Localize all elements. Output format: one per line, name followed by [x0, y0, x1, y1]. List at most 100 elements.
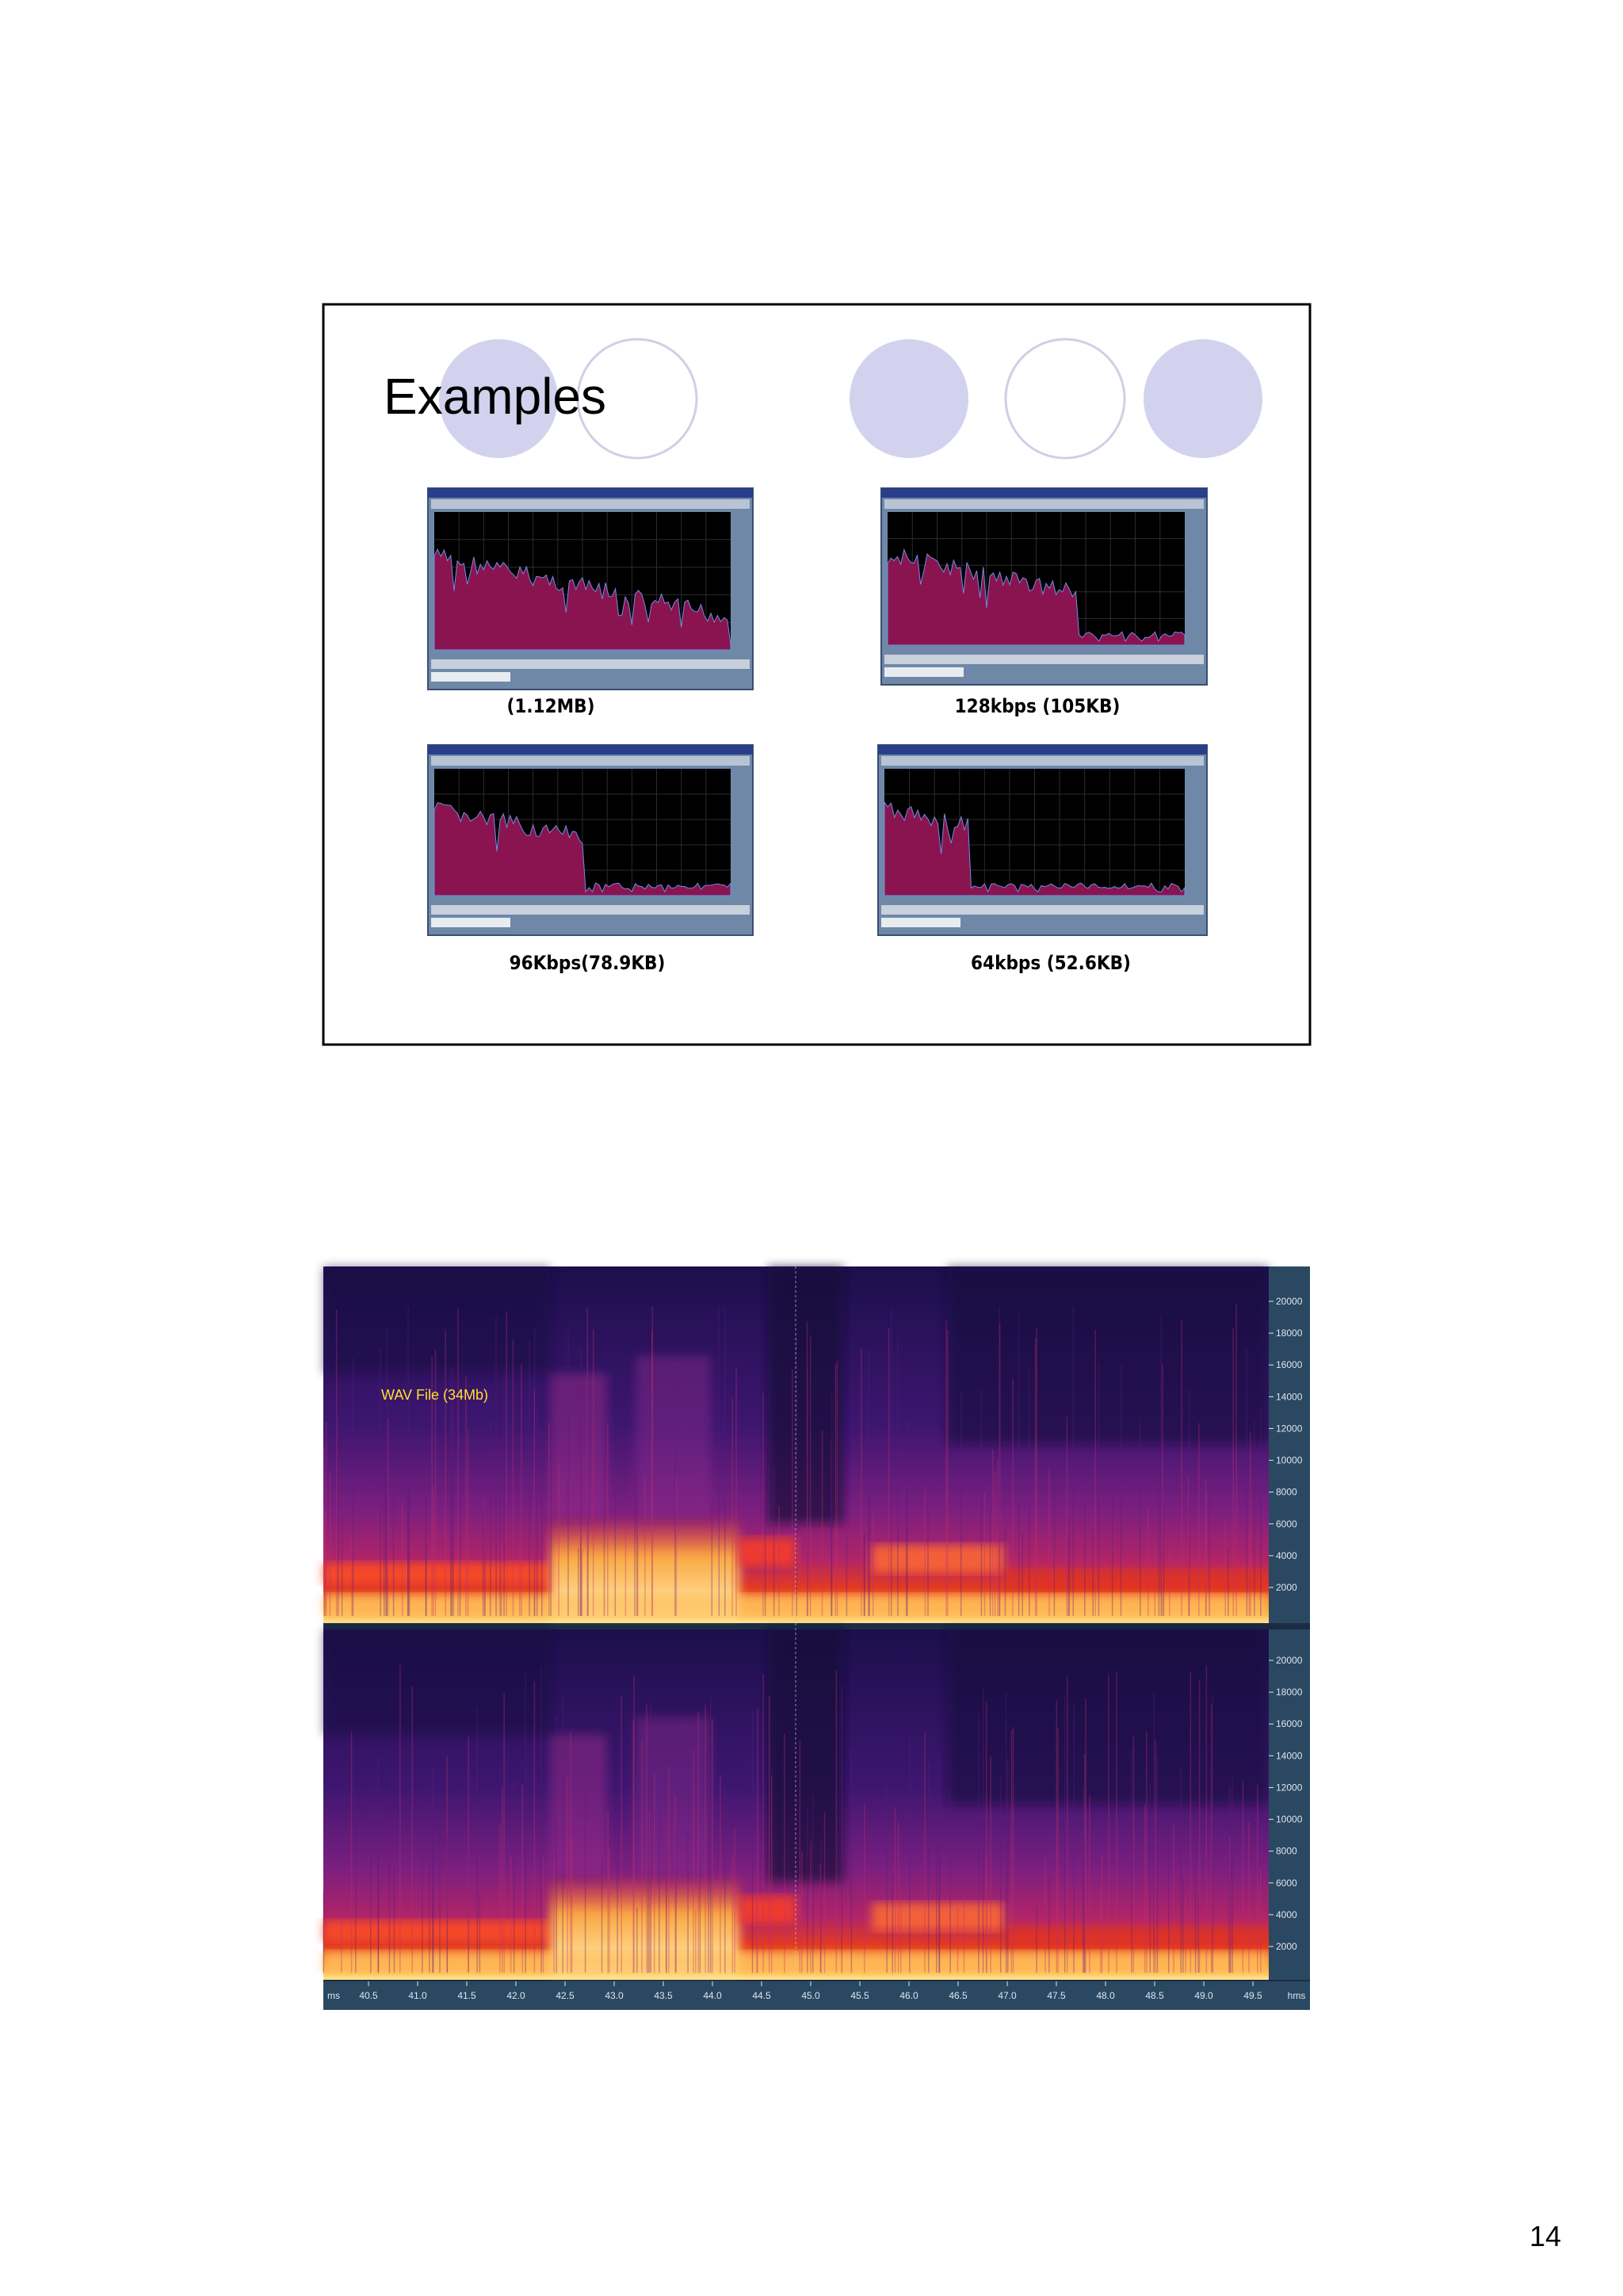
decor-circle	[576, 338, 698, 460]
frequency-tick-label: 8000	[1276, 1487, 1297, 1498]
caption: 64kbps (52.6KB)	[971, 952, 1131, 974]
frequency-tick-label: 14000	[1276, 1391, 1303, 1402]
time-tick-label: 48.5	[1145, 1990, 1164, 2001]
spectrum	[884, 800, 1186, 896]
slide-title: Examples	[384, 368, 606, 425]
analyzer-screenshot: (1.12MB)	[427, 487, 754, 717]
decor-circle	[1004, 338, 1126, 460]
title-bar	[428, 488, 753, 498]
time-tick-label: 44.5	[752, 1990, 771, 2001]
page-number: 14	[1529, 2220, 1561, 2252]
frequency-tick-label: 20000	[1276, 1296, 1303, 1307]
time-tick-label: 46.5	[949, 1990, 968, 2001]
time-tick-label: 49.0	[1194, 1990, 1213, 2001]
time-tick-label: 48.0	[1096, 1990, 1115, 2001]
toolbar	[884, 499, 1204, 509]
energy-region	[323, 1562, 551, 1584]
frequency-tick-label: 8000	[1276, 1846, 1297, 1857]
status-bar	[431, 659, 750, 669]
energy-region	[550, 1734, 607, 1875]
energy-region	[635, 1717, 712, 1875]
frequency-tick-label: 2000	[1276, 1941, 1297, 1952]
caption: (1.12MB)	[507, 695, 595, 717]
energy-region	[739, 1895, 796, 1924]
toolbar	[881, 756, 1204, 766]
frequency-tick-label: 18000	[1276, 1687, 1303, 1698]
time-tick-label: 46.0	[899, 1990, 918, 2001]
frequency-tick-label: 20000	[1276, 1655, 1303, 1666]
energy-region	[550, 1373, 607, 1516]
energy-region	[871, 1545, 1004, 1573]
frequency-tick-label: 10000	[1276, 1814, 1303, 1825]
time-tick-label: 41.5	[457, 1990, 476, 2001]
combo	[881, 918, 960, 927]
time-tick-label: 49.5	[1243, 1990, 1262, 2001]
time-axis	[323, 1981, 1310, 2010]
time-tick-label: 42.5	[556, 1990, 575, 2001]
spectrogram-label: WAV File (34Mb)	[381, 1387, 488, 1403]
time-tick-label: 44.0	[703, 1990, 722, 2001]
energy-region	[323, 1920, 551, 1942]
channel: 20000 18000 16000 14000 12000 10000 8000 6000 40…	[323, 1266, 1310, 1623]
panels: (1.12MB) 128kbps (105KB) 96Kbps(78.9KB) 64k…	[427, 487, 1208, 974]
toolbar	[431, 499, 750, 509]
analyzer-screenshot: 96Kbps(78.9KB)	[427, 744, 754, 974]
frequency-tick-label: 6000	[1276, 1878, 1297, 1889]
spectrogram: 20000 18000 16000 14000 12000 10000 8000 6000 40…	[323, 1266, 1310, 2010]
time-tick-label: 45.0	[801, 1990, 820, 2001]
time-tick-label: 43.5	[654, 1990, 673, 2001]
time-unit: hms	[1288, 1990, 1306, 2001]
frequency-tick-label: 16000	[1276, 1359, 1303, 1370]
frequency-tick-label: 2000	[1276, 1582, 1297, 1593]
combo	[884, 667, 964, 677]
caption: 96Kbps(78.9KB)	[510, 952, 666, 974]
spectrum	[433, 548, 731, 651]
axis-panel	[1269, 1266, 1310, 1623]
axis-panel	[1269, 1629, 1310, 1980]
frequency-tick-label: 18000	[1276, 1328, 1303, 1339]
status-bar	[881, 905, 1204, 915]
energy-region	[323, 1266, 551, 1373]
frequency-tick-label: 16000	[1276, 1718, 1303, 1729]
combo	[431, 672, 510, 682]
time-tick-label: 42.0	[506, 1990, 525, 2001]
energy-region	[767, 1629, 844, 1882]
time-tick-label: 47.5	[1047, 1990, 1066, 2001]
status-bar	[884, 655, 1204, 664]
time-tick-label: 45.5	[850, 1990, 869, 2001]
energy-region	[1003, 1927, 1269, 1949]
spectrum	[887, 548, 1186, 646]
frequency-tick-label: 10000	[1276, 1455, 1303, 1466]
title-bar	[428, 745, 753, 755]
time-tick-label: 41.0	[408, 1990, 427, 2001]
analyzer-screenshot: 128kbps (105KB)	[880, 487, 1208, 717]
decor-circle	[1144, 339, 1262, 458]
combo	[431, 918, 510, 927]
energy-region	[767, 1266, 844, 1523]
toolbar	[431, 756, 750, 766]
frequency-tick-label: 4000	[1276, 1909, 1297, 1920]
time-tick-label: 47.0	[998, 1990, 1017, 2001]
time-tick-label: 43.0	[605, 1990, 624, 2001]
title-bar	[881, 488, 1207, 498]
status-bar	[431, 905, 750, 915]
frequency-tick-label: 6000	[1276, 1519, 1297, 1530]
frequency-tick-label: 4000	[1276, 1550, 1297, 1561]
energy-region	[871, 1902, 1004, 1931]
analyzer-screenshot: 64kbps (52.6KB)	[877, 744, 1208, 974]
time-tick-label: 40.5	[359, 1990, 378, 2001]
frequency-tick-label: 12000	[1276, 1782, 1303, 1793]
channel: 20000 18000 16000 14000 12000 10000 8000 6000 40…	[323, 1629, 1310, 1980]
energy-region	[635, 1355, 712, 1516]
caption: 128kbps (105KB)	[955, 695, 1121, 717]
decor-circle	[439, 339, 558, 458]
frequency-tick-label: 12000	[1276, 1423, 1303, 1434]
time-unit: ms	[327, 1990, 340, 2001]
energy-region	[947, 1629, 1269, 1805]
title-bar	[878, 745, 1207, 755]
energy-region	[947, 1266, 1269, 1445]
spectrum	[433, 802, 731, 896]
energy-region	[323, 1629, 551, 1735]
frequency-tick-label: 14000	[1276, 1750, 1303, 1761]
